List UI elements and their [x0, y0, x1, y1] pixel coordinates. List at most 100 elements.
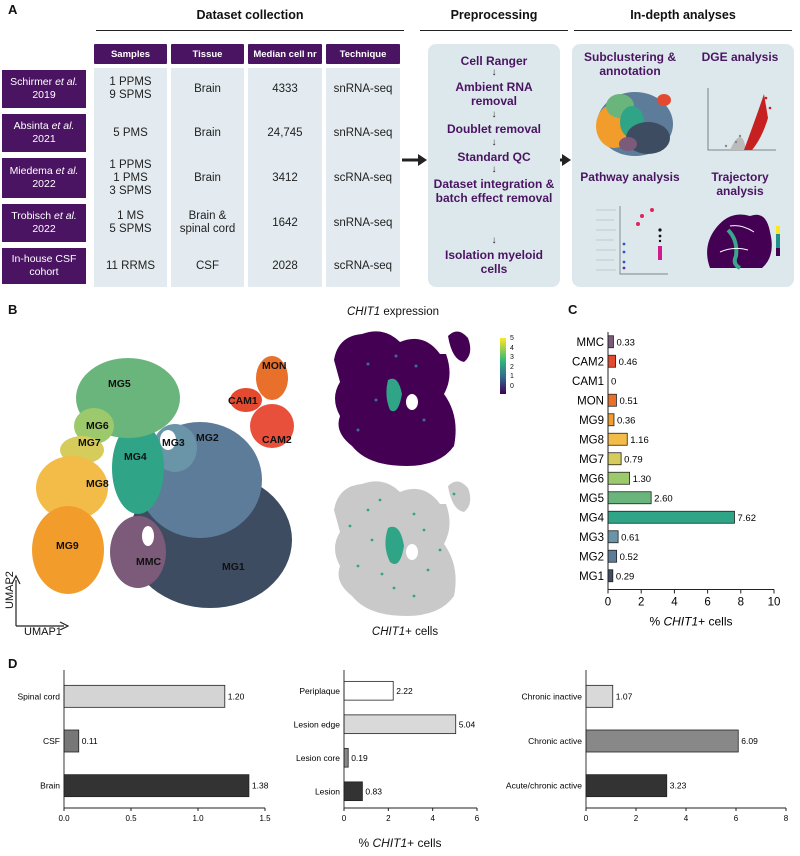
cluster-mg8-region — [36, 456, 108, 520]
samples-cell: 1 PPMS 9 SPMS — [109, 76, 152, 101]
panel-d-x-label: % CHIT1+ cells — [358, 836, 442, 850]
study-label: Trobisch et al. 2022 — [2, 204, 86, 242]
tissue-cell: CSF — [196, 259, 219, 272]
value-label-chronic-inactive: 1.07 — [616, 691, 633, 701]
category-label-lesion-edge: Lesion edge — [294, 719, 341, 729]
value-label-spinal-cord: 1.20 — [228, 691, 245, 701]
expression-plot-title: CHIT1 expression — [346, 306, 440, 318]
bar-csf — [63, 729, 80, 753]
bar-mg8 — [607, 432, 628, 446]
value-label-cam2: 0.46 — [619, 357, 638, 368]
category-label-cam2: CAM2 — [572, 356, 604, 368]
cluster-label-mg7: MG7 — [78, 437, 101, 449]
step-arrow: ↓ — [491, 235, 497, 246]
value-label-mg3: 0.61 — [621, 532, 640, 543]
step-arrow: ↓ — [491, 137, 497, 148]
category-label-mg3: MG3 — [579, 532, 604, 544]
value-label-periplaque: 2.22 — [396, 686, 413, 696]
cluster-label-mon: MON — [262, 360, 287, 372]
x-tick-label-4: 4 — [430, 814, 435, 823]
step-arrow: ↓ — [491, 109, 497, 120]
step-ambient-rna: Ambient RNA removal — [455, 80, 533, 108]
value-label-mg4: 7.62 — [737, 513, 756, 524]
category-label-periplaque: Periplaque — [299, 686, 340, 696]
bar-mg1 — [607, 569, 614, 583]
x-tick-label-0-5: 0.5 — [125, 814, 137, 823]
technique-cell: snRNA-seq — [333, 216, 393, 229]
value-label-mg1: 0.29 — [616, 571, 635, 582]
cells-cell: 2028 — [272, 259, 298, 272]
step-arrow: ↓ — [491, 164, 497, 175]
x-tick-label-0: 0 — [605, 597, 611, 609]
x-tick-label-4: 4 — [671, 597, 678, 609]
samples-column-bg — [94, 68, 167, 287]
cluster-label-mg9: MG9 — [56, 540, 79, 552]
category-label-lesion: Lesion — [315, 786, 340, 796]
positive-plot-title: CHIT1+ cells — [371, 626, 439, 638]
bar-lesion — [343, 781, 363, 802]
arrow-to-preprocessing — [402, 154, 427, 166]
step-doublet-removal: Doublet removal — [446, 122, 542, 136]
bar-cam2 — [607, 354, 617, 368]
study-label: Miedema et al. 2022 — [2, 158, 86, 198]
chit1-percent-cluster-chart: MMC 0.33 CAM2 0.46 CAM1 0 MON 0.51 MG9 0.36 MG8 1.1… — [572, 332, 780, 629]
category-label-lesion-core: Lesion core — [296, 753, 340, 763]
value-label-mg9: 0.36 — [617, 415, 636, 426]
x-tick-label-8: 8 — [738, 597, 744, 609]
tissue-chart: Spinal cord 1.20 CSF 0.11 Brain 1.38 0.0 0.5 1.0… — [17, 670, 271, 823]
step-arrow: ↓ — [491, 67, 497, 78]
preprocessing-box — [428, 44, 560, 287]
study-label: In-house CSF cohort — [2, 248, 86, 284]
x-tick-label-6: 6 — [475, 814, 480, 823]
samples-cell: 1 MS 5 SPMS — [109, 210, 152, 235]
category-label-chronic-active: Chronic active — [528, 736, 582, 746]
umap2-axis-label: UMAP2 — [4, 571, 16, 609]
column-header-samples: Samples — [94, 44, 167, 64]
value-label-mg7: 0.79 — [624, 454, 643, 465]
bar-mg3 — [607, 530, 619, 544]
category-label-cam1: CAM1 — [572, 376, 604, 388]
value-label-mmc: 0.33 — [616, 337, 635, 348]
samples-cell: 5 PMS — [113, 126, 148, 139]
bar-lesion-edge — [343, 714, 457, 735]
tissue-cell: Brain — [194, 171, 221, 184]
pathway-title: Pathway analysis — [580, 170, 680, 184]
preprocessing-rule — [420, 30, 568, 31]
category-label-mg6: MG6 — [579, 473, 604, 485]
tissue-cell: Brain — [194, 82, 221, 95]
technique-cell: snRNA-seq — [333, 82, 393, 95]
x-tick-label-4: 4 — [684, 814, 689, 823]
bar-mg9 — [607, 413, 615, 427]
cells-cell: 1642 — [272, 216, 298, 229]
x-tick-label-0: 0 — [584, 814, 589, 823]
analyses-rule — [574, 30, 792, 31]
cluster-label-mg4: MG4 — [124, 451, 147, 463]
category-label-chronic-inactive: Chronic inactive — [522, 691, 583, 701]
technique-column-bg — [326, 68, 400, 287]
cluster-label-mg3: MG3 — [162, 437, 185, 449]
category-label-mmc: MMC — [577, 337, 604, 349]
cells-column-bg — [248, 68, 322, 287]
subclustering-thumbnail — [596, 92, 673, 156]
bar-mon — [607, 393, 617, 407]
lesion-type-chart: Chronic inactive 1.07 Chronic active 6.09 Ac… — [506, 670, 789, 823]
bar-mmc — [607, 335, 614, 349]
bar-mg2 — [607, 549, 618, 563]
lesion-location-chart: Periplaque 2.22 Lesion edge 5.04 Lesion core… — [294, 670, 480, 823]
dge-volcano-thumbnail — [707, 88, 776, 151]
samples-cell: 1 PPMS 1 PMS 3 SPMS — [109, 158, 152, 197]
bar-lesion-core — [343, 747, 349, 768]
value-label-mg5: 2.60 — [654, 493, 673, 504]
bar-acute-chronic-active — [585, 774, 668, 798]
x-axis-title: % CHIT1+ cells — [649, 615, 732, 629]
trajectory-thumbnail — [707, 214, 780, 270]
value-label-chronic-active: 6.09 — [741, 736, 758, 746]
value-label-lesion: 0.83 — [365, 786, 382, 796]
cells-cell: 3412 — [272, 171, 298, 184]
cells-cell: 24,745 — [267, 126, 303, 139]
cluster-mg9-region — [32, 506, 104, 594]
chit1-expression-plot — [334, 331, 471, 466]
x-tick-label-8: 8 — [784, 814, 789, 823]
dataset-collection-title: Dataset collection — [196, 8, 304, 22]
step-cell-ranger: Cell Ranger — [460, 54, 528, 68]
